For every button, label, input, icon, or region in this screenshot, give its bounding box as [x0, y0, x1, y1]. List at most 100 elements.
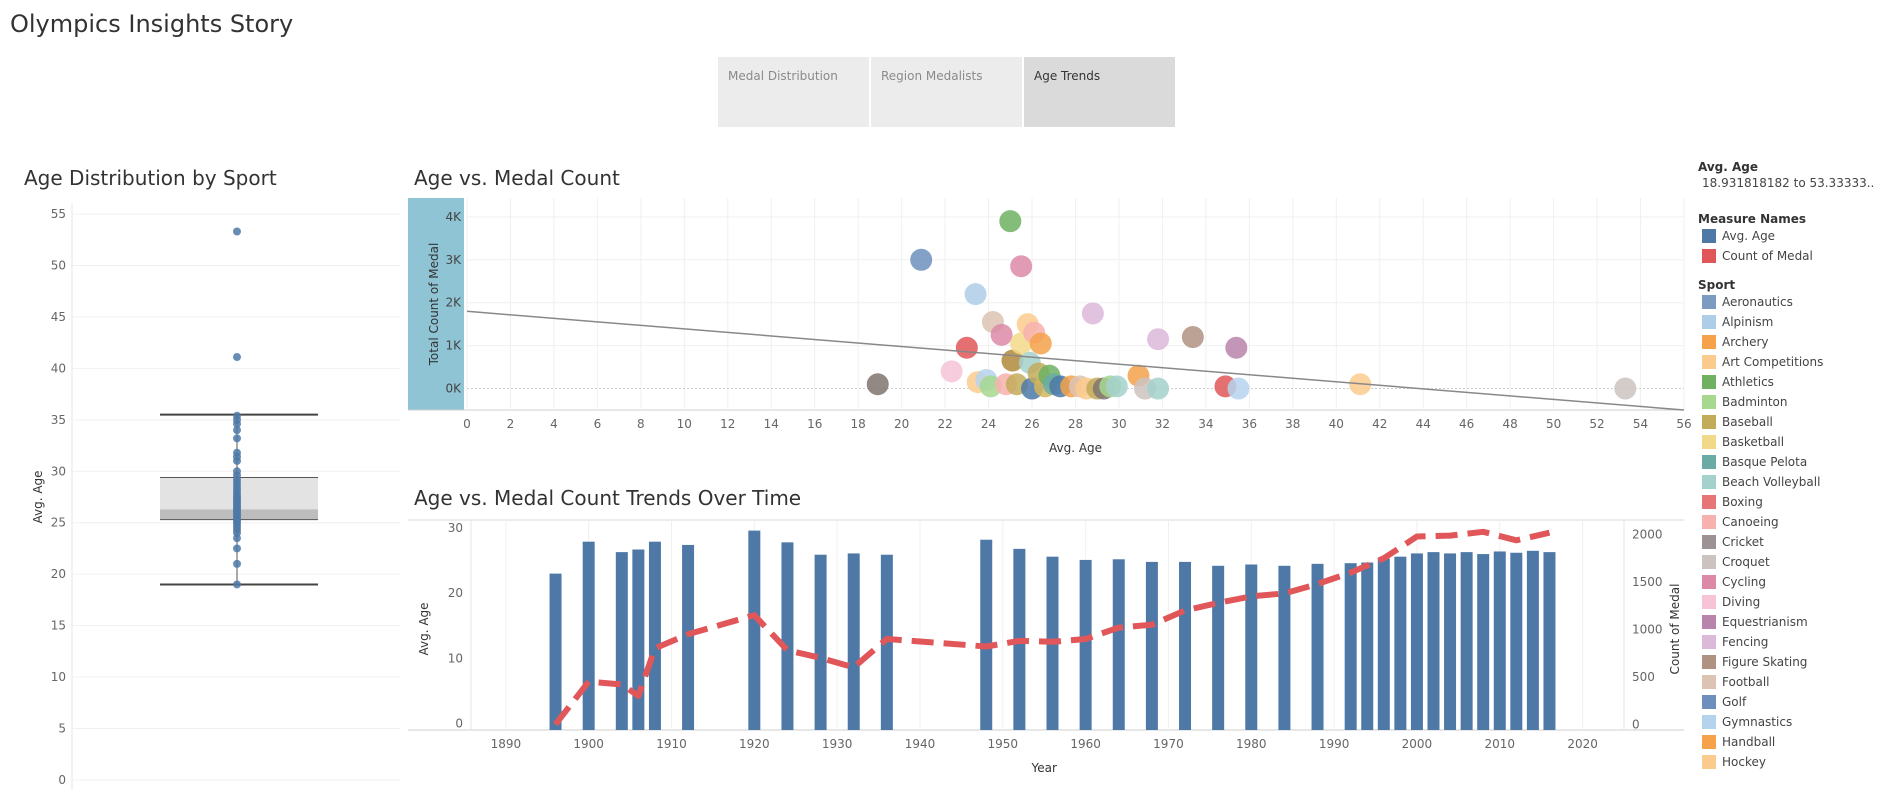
scatter-x-tick-label: 18: [851, 417, 866, 431]
scatter-x-tick-label: 54: [1633, 417, 1648, 431]
scatter-point: [1147, 377, 1170, 400]
sport-legend-label: Beach Volleyball: [1722, 475, 1821, 489]
scatter-point: [1147, 328, 1170, 351]
box-y-tick-label: 35: [51, 413, 66, 427]
sport-legend-item[interactable]: Fencing: [1698, 632, 1881, 652]
combo-age-bar: [1112, 559, 1125, 730]
combo-medal-count-line: [553, 528, 1551, 727]
story-point-medal-distribution[interactable]: Medal Distribution: [718, 57, 869, 127]
sport-legend-label: Handball: [1722, 735, 1776, 749]
sport-legend-label: Figure Skating: [1722, 655, 1808, 669]
sport-legend-item[interactable]: Baseball: [1698, 412, 1881, 432]
combo-x-tick-label: 1950: [988, 737, 1019, 751]
sport-legend-item[interactable]: Alpinism: [1698, 312, 1881, 332]
scatter-point: [1181, 326, 1204, 349]
combo-x-tick-label: 2000: [1402, 737, 1433, 751]
scatter-x-tick-label: 36: [1242, 417, 1257, 431]
sport-legend-item[interactable]: Archery: [1698, 332, 1881, 352]
sport-legend-item[interactable]: Art Competitions: [1698, 352, 1881, 372]
sport-legend-item[interactable]: Handball: [1698, 732, 1881, 752]
scatter-x-axis-title: Avg. Age: [1049, 441, 1102, 455]
combo-age-bar: [1477, 554, 1490, 730]
sport-legend-swatch: [1702, 515, 1716, 529]
scatter-y-tick-label: 4K: [445, 210, 462, 224]
combo-age-bar: [1344, 563, 1357, 730]
combo-y-tick-label: 10: [448, 651, 463, 665]
box-y-tick-label: 45: [51, 310, 66, 324]
combo-x-tick-label: 2020: [1567, 737, 1598, 751]
scatter-point: [866, 373, 889, 396]
scatter-y-tick-label: 3K: [445, 253, 462, 267]
sport-legend-item[interactable]: Badminton: [1698, 392, 1881, 412]
scatter-x-tick-label: 16: [807, 417, 822, 431]
combo-age-bar: [1361, 562, 1374, 730]
sport-legend-swatch: [1702, 395, 1716, 409]
sport-legend-item[interactable]: Canoeing: [1698, 512, 1881, 532]
scatter-x-tick-label: 32: [1155, 417, 1170, 431]
scatter-point: [940, 360, 963, 383]
sport-legend-item[interactable]: Basketball: [1698, 432, 1881, 452]
combo-age-bar: [549, 573, 562, 730]
sport-legend-item[interactable]: Athletics: [1698, 372, 1881, 392]
sport-legend-label: Aeronautics: [1722, 295, 1793, 309]
sport-legend-item[interactable]: Croquet: [1698, 552, 1881, 572]
combo-y2-tick-label: 1000: [1632, 622, 1663, 636]
scatter-x-tick-label: 20: [894, 417, 909, 431]
sport-legend-item[interactable]: Golf: [1698, 692, 1881, 712]
sport-legend-item[interactable]: Football: [1698, 672, 1881, 692]
sport-legend-swatch: [1702, 335, 1716, 349]
combo-age-bar: [1493, 551, 1506, 730]
scatter-x-tick-label: 50: [1546, 417, 1561, 431]
measure-legend-item[interactable]: Count of Medal: [1698, 246, 1881, 266]
scatter-x-tick-label: 22: [937, 417, 952, 431]
scatter-x-tick-label: 52: [1589, 417, 1604, 431]
combo-age-bar: [1543, 552, 1556, 730]
combo-x-tick-label: 1920: [739, 737, 770, 751]
sport-legend-item[interactable]: Cycling: [1698, 572, 1881, 592]
sport-legend-label: Gymnastics: [1722, 715, 1793, 729]
scatter-title: Age vs. Medal Count: [414, 166, 620, 190]
sport-legend-label: Golf: [1722, 695, 1747, 709]
scatter-point: [990, 323, 1013, 346]
sport-legend-item[interactable]: Beach Volleyball: [1698, 472, 1881, 492]
box-data-point: [233, 534, 241, 543]
story-point-region-medalists[interactable]: Region Medalists: [871, 57, 1022, 127]
sport-legend-title: Sport: [1698, 278, 1736, 292]
avg-age-range[interactable]: 18.931818182 to 53.33333..: [1702, 176, 1875, 190]
sport-legend-item[interactable]: Aeronautics: [1698, 292, 1881, 312]
combo-age-bar: [1394, 556, 1407, 730]
sport-legend-item[interactable]: Figure Skating: [1698, 652, 1881, 672]
box-y-tick-label: 25: [51, 516, 66, 530]
box-data-point: [233, 227, 241, 236]
sport-legend-item[interactable]: Gymnastics: [1698, 712, 1881, 732]
scatter-x-tick-label: 2: [507, 417, 515, 431]
sport-legend-item[interactable]: Cricket: [1698, 532, 1881, 552]
sport-legend-swatch: [1702, 375, 1716, 389]
box-y-tick-label: 50: [51, 258, 66, 272]
sport-legend-item[interactable]: Hockey: [1698, 752, 1881, 772]
combo-age-bar: [1145, 561, 1158, 730]
box-y-tick-label: 30: [51, 464, 66, 478]
sport-legend-swatch: [1702, 415, 1716, 429]
box-data-point: [233, 544, 241, 553]
story-point-age-trends[interactable]: Age Trends: [1024, 57, 1175, 127]
combo-chart-title: Age vs. Medal Count Trends Over Time: [414, 486, 802, 510]
sport-legend-label: Badminton: [1722, 395, 1788, 409]
story-title: Olympics Insights Story: [10, 10, 294, 38]
combo-x-tick-label: 1910: [656, 737, 687, 751]
combo-age-bar: [632, 549, 645, 730]
sport-legend-item[interactable]: Boxing: [1698, 492, 1881, 512]
sport-legend-item[interactable]: Equestrianism: [1698, 612, 1881, 632]
measure-names-legend: Measure Names Avg. Age Count of Medal: [1698, 212, 1881, 266]
scatter-y-axis-title: Total Count of Medal: [427, 243, 441, 367]
sport-legend-item[interactable]: Basque Pelota: [1698, 452, 1881, 472]
legend-panel: Avg. Age 18.931818182 to 53.33333.. Meas…: [1698, 160, 1881, 804]
sport-legend-item[interactable]: Diving: [1698, 592, 1881, 612]
sport-legend-label: Archery: [1722, 335, 1769, 349]
sport-legend-swatch: [1702, 455, 1716, 469]
box-y-tick-label: 40: [51, 361, 66, 375]
combo-x-tick-label: 2010: [1484, 737, 1515, 751]
sport-legend-swatch: [1702, 535, 1716, 549]
combo-age-bar: [1212, 565, 1225, 730]
measure-legend-item[interactable]: Avg. Age: [1698, 226, 1881, 246]
